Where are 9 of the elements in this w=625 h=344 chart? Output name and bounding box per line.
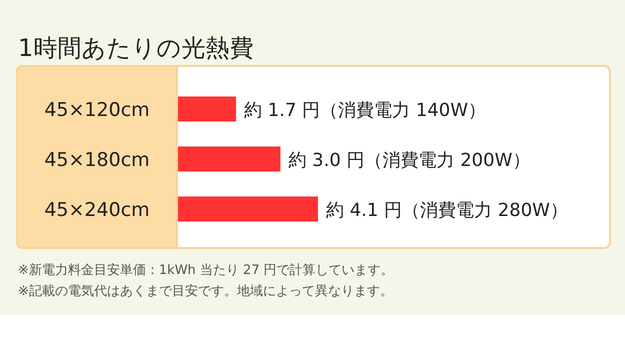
data-label: 約 3.0 円（消費電力 200W） bbox=[288, 150, 530, 171]
text: ※記載の電気代はあくまで目安です。地域によって異なります。 bbox=[18, 283, 393, 299]
data-label: 約 1.7 円（消費電力 140W） bbox=[244, 100, 486, 121]
text: ※新電力料金目安単価：1kWh 当たり 27 円で計算しています。 bbox=[18, 262, 394, 278]
y-tick-label: 45×120cm bbox=[44, 99, 150, 121]
data-label: 約 4.1 円（消費電力 280W） bbox=[326, 200, 568, 221]
chart-title: 1時間あたりの光熱費 bbox=[18, 34, 254, 62]
y-tick-label: 45×240cm bbox=[44, 199, 150, 221]
y-tick-label: 45×180cm bbox=[44, 149, 150, 171]
